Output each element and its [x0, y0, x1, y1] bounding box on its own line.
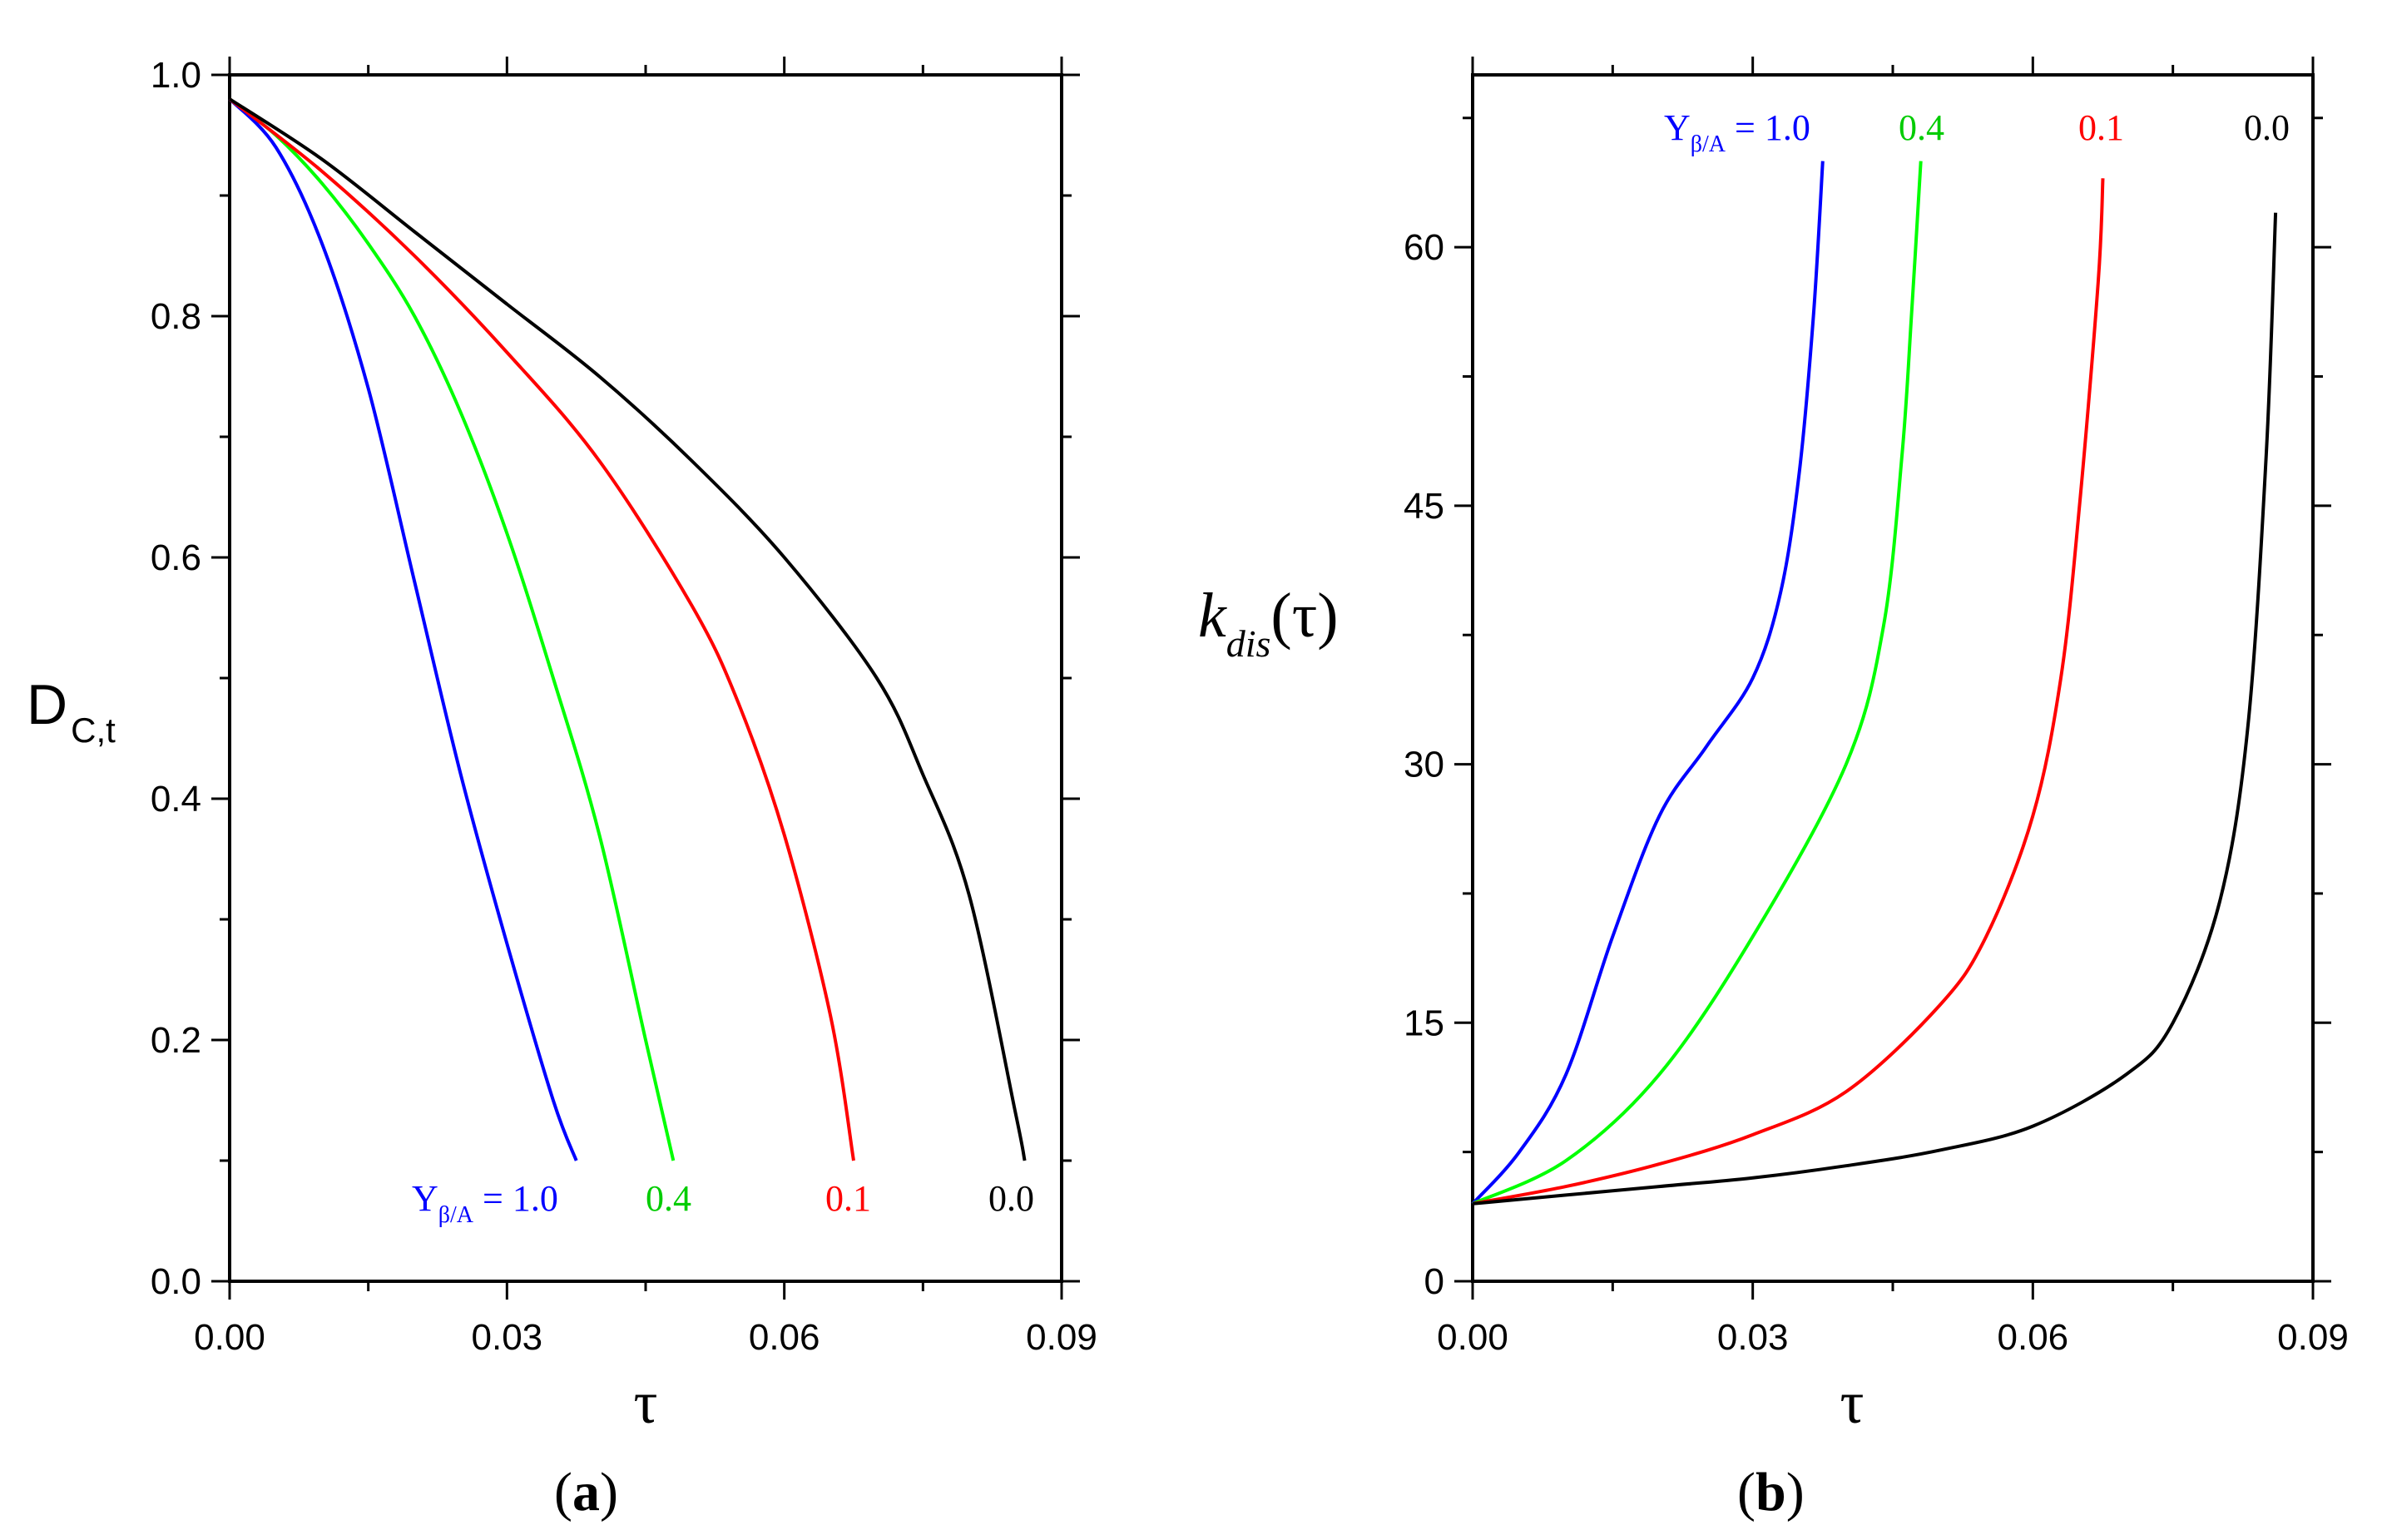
panel-a-x-tick-label: 0.09 [1026, 1317, 1097, 1358]
panel-a-series-line-0-0 [228, 97, 1027, 1161]
panel-b-x-tick-label: 0.06 [1998, 1317, 2069, 1358]
panel-b-series-line-0-1 [1472, 178, 2105, 1206]
panel-b-x-tick-label: 0.00 [1437, 1317, 1508, 1358]
panel-a-curve-label-1-0: Yβ/A = 1.0 [412, 1178, 558, 1228]
panel-a-chart: 0.00 0.03 0.06 0.09 0.0 0.2 0.4 0.6 0.8 1.0 τ DC… [27, 55, 1097, 1523]
panel-b-x-tick-label: 0.09 [2277, 1317, 2349, 1358]
panel-a-series-group [228, 97, 1027, 1161]
panel-a-series-line-0-1 [228, 97, 855, 1161]
panel-b-label-eq: = [1726, 107, 1765, 148]
panel-b-y-axis-title-tail: (τ) [1270, 581, 1338, 651]
panel-a-curve-label-0-4: 0.4 [646, 1178, 691, 1219]
panel-b-label-value-1-0: 1.0 [1765, 107, 1810, 148]
panel-b-y-tick-label: 15 [1404, 1003, 1444, 1043]
panel-a-label-y: Y [412, 1178, 438, 1219]
panel-a-x-ticks: 0.00 0.03 0.06 0.09 [194, 57, 1097, 1358]
panel-b-plot-frame [1471, 73, 2315, 1283]
panel-a-y-axis-title-sub: C,t [71, 711, 116, 750]
panel-b-x-tick-label: 0.03 [1717, 1317, 1789, 1358]
panel-b-series-line-0-4 [1472, 161, 1923, 1206]
panel-b-chart: 0.00 0.03 0.06 0.09 0 15 30 45 60 τ kdis(τ) Yβ/… [1198, 57, 2349, 1523]
panel-a-curve-label-0-1: 0.1 [825, 1178, 871, 1219]
panel-a-series-line-0-4 [228, 97, 676, 1161]
panel-a-x-tick-label: 0.00 [194, 1317, 265, 1358]
panel-b-y-ticks: 0 15 30 45 60 [1404, 116, 2331, 1302]
panel-a-x-axis-title: τ [634, 1369, 658, 1436]
panel-a-label-sub: β/A [438, 1202, 474, 1228]
panel-b-x-ticks: 0.00 0.03 0.06 0.09 [1437, 57, 2349, 1358]
panel-b-label-letter: b [1756, 1462, 1786, 1523]
panel-b-y-axis-title: kdis(τ) [1198, 581, 1339, 665]
panel-a-series-line-1-0 [228, 97, 578, 1161]
panel-a-y-tick-label: 0.8 [151, 296, 201, 337]
panel-b-curve-label-0-1: 0.1 [2078, 107, 2124, 148]
panel-a-label: (a) [554, 1462, 618, 1523]
panel-b-y-axis-title-main: k [1198, 581, 1227, 651]
panel-b-series-line-1-0 [1471, 161, 1825, 1206]
panel-a-label-eq: = [473, 1178, 513, 1219]
panel-b-series-line-0-0 [1472, 212, 2278, 1206]
panel-b-y-tick-label: 0 [1424, 1261, 1444, 1302]
panel-a-y-ticks: 0.0 0.2 0.4 0.6 0.8 1.0 [151, 55, 1080, 1302]
panel-b-y-tick-label: 30 [1404, 745, 1444, 785]
panel-a-label-value-1-0: 1.0 [513, 1178, 558, 1219]
panel-a-y-tick-label: 1.0 [151, 55, 201, 96]
panel-b-label-y: Y [1664, 107, 1691, 148]
panel-a-curve-label-0-0: 0.0 [988, 1178, 1034, 1219]
panel-b-y-tick-label: 60 [1404, 227, 1444, 268]
panel-b-curve-label-0-4: 0.4 [1899, 107, 1944, 148]
panel-b-label-sub: β/A [1691, 131, 1726, 157]
panel-a-y-axis-title: DC,t [27, 673, 116, 750]
panel-a-y-tick-label: 0.0 [151, 1261, 201, 1302]
panel-a-plot-frame [228, 73, 1063, 1283]
panel-a-y-tick-label: 0.4 [151, 779, 201, 820]
panel-b-curve-label-0-0: 0.0 [2244, 107, 2290, 148]
panel-b-y-axis-title-sub: dis [1226, 622, 1271, 665]
panel-a-y-tick-label: 0.6 [151, 537, 201, 578]
panel-a-y-axis-title-main: D [27, 673, 67, 736]
panel-b-series-group [1471, 161, 2278, 1206]
panel-a-y-tick-label: 0.2 [151, 1020, 201, 1061]
panel-b-y-tick-label: 45 [1404, 486, 1444, 527]
panel-a-x-tick-label: 0.03 [472, 1317, 543, 1358]
panel-b-label: (b) [1737, 1462, 1805, 1523]
panel-a-x-tick-label: 0.06 [749, 1317, 820, 1358]
panel-b-x-axis-title: τ [1840, 1369, 1864, 1436]
panel-b-curve-label-1-0: Yβ/A = 1.0 [1664, 107, 1810, 157]
panel-a-label-letter: a [572, 1462, 600, 1523]
